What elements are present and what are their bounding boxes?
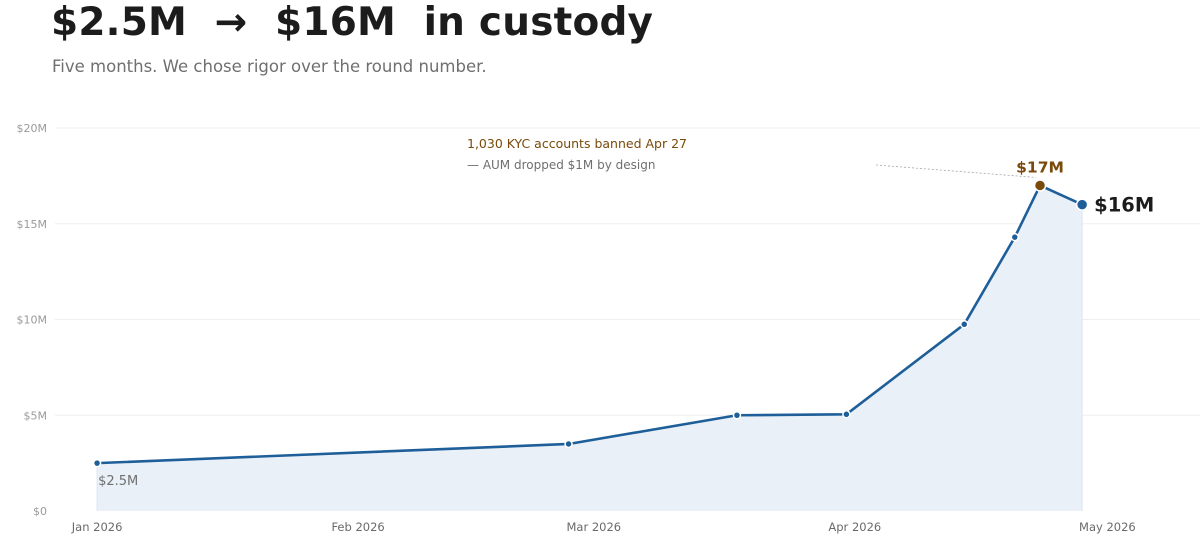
start-value-label: $2.5M (98, 474, 138, 489)
page-subtitle: Five months. We chose rigor over the rou… (52, 57, 487, 76)
data-point (92, 458, 102, 468)
peak-value-label: $17M (1016, 158, 1064, 176)
y-tick-label: $10M (17, 314, 48, 327)
x-tick-label: May 2026 (1079, 520, 1136, 534)
data-point (732, 411, 742, 420)
end-value-label: $16M (1094, 194, 1154, 217)
x-tick-label: Feb 2026 (331, 520, 384, 534)
data-point (1010, 232, 1020, 242)
data-point (564, 439, 573, 449)
x-tick-label: Jan 2026 (71, 520, 123, 534)
end-point (1075, 198, 1089, 211)
series-area (97, 185, 1083, 511)
annotation-headline: 1,030 KYC accounts banned Apr 27 (467, 136, 687, 151)
y-tick-label: $5M (24, 409, 48, 422)
y-tick-label: $20M (17, 122, 48, 135)
data-point (842, 410, 851, 419)
axis-labels: $0 $5M $10M $15M $20M Jan 2026 Feb 2026 Mar 202… (17, 122, 1136, 534)
data-point (960, 320, 969, 329)
area-fill-layer (96, 185, 1083, 511)
y-tick-label: $15M (17, 218, 48, 231)
page-title: $2.5M → $16M in custody (51, 0, 654, 45)
annotation-note: — AUM dropped $1M by design (467, 158, 655, 172)
x-tick-label: Apr 2026 (828, 520, 881, 534)
annotation-leader (875, 164, 1037, 178)
peak-point (1033, 179, 1047, 192)
series-line-layer (95, 184, 1084, 465)
y-tick-label: $0 (33, 505, 47, 518)
x-tick-label: Mar 2026 (567, 520, 622, 534)
data-points-layer: $2.5M $17M $16M (92, 158, 1154, 489)
annotation-layer: 1,030 KYC accounts banned Apr 27 — AUM d… (467, 136, 1037, 178)
series-line (95, 184, 1084, 465)
